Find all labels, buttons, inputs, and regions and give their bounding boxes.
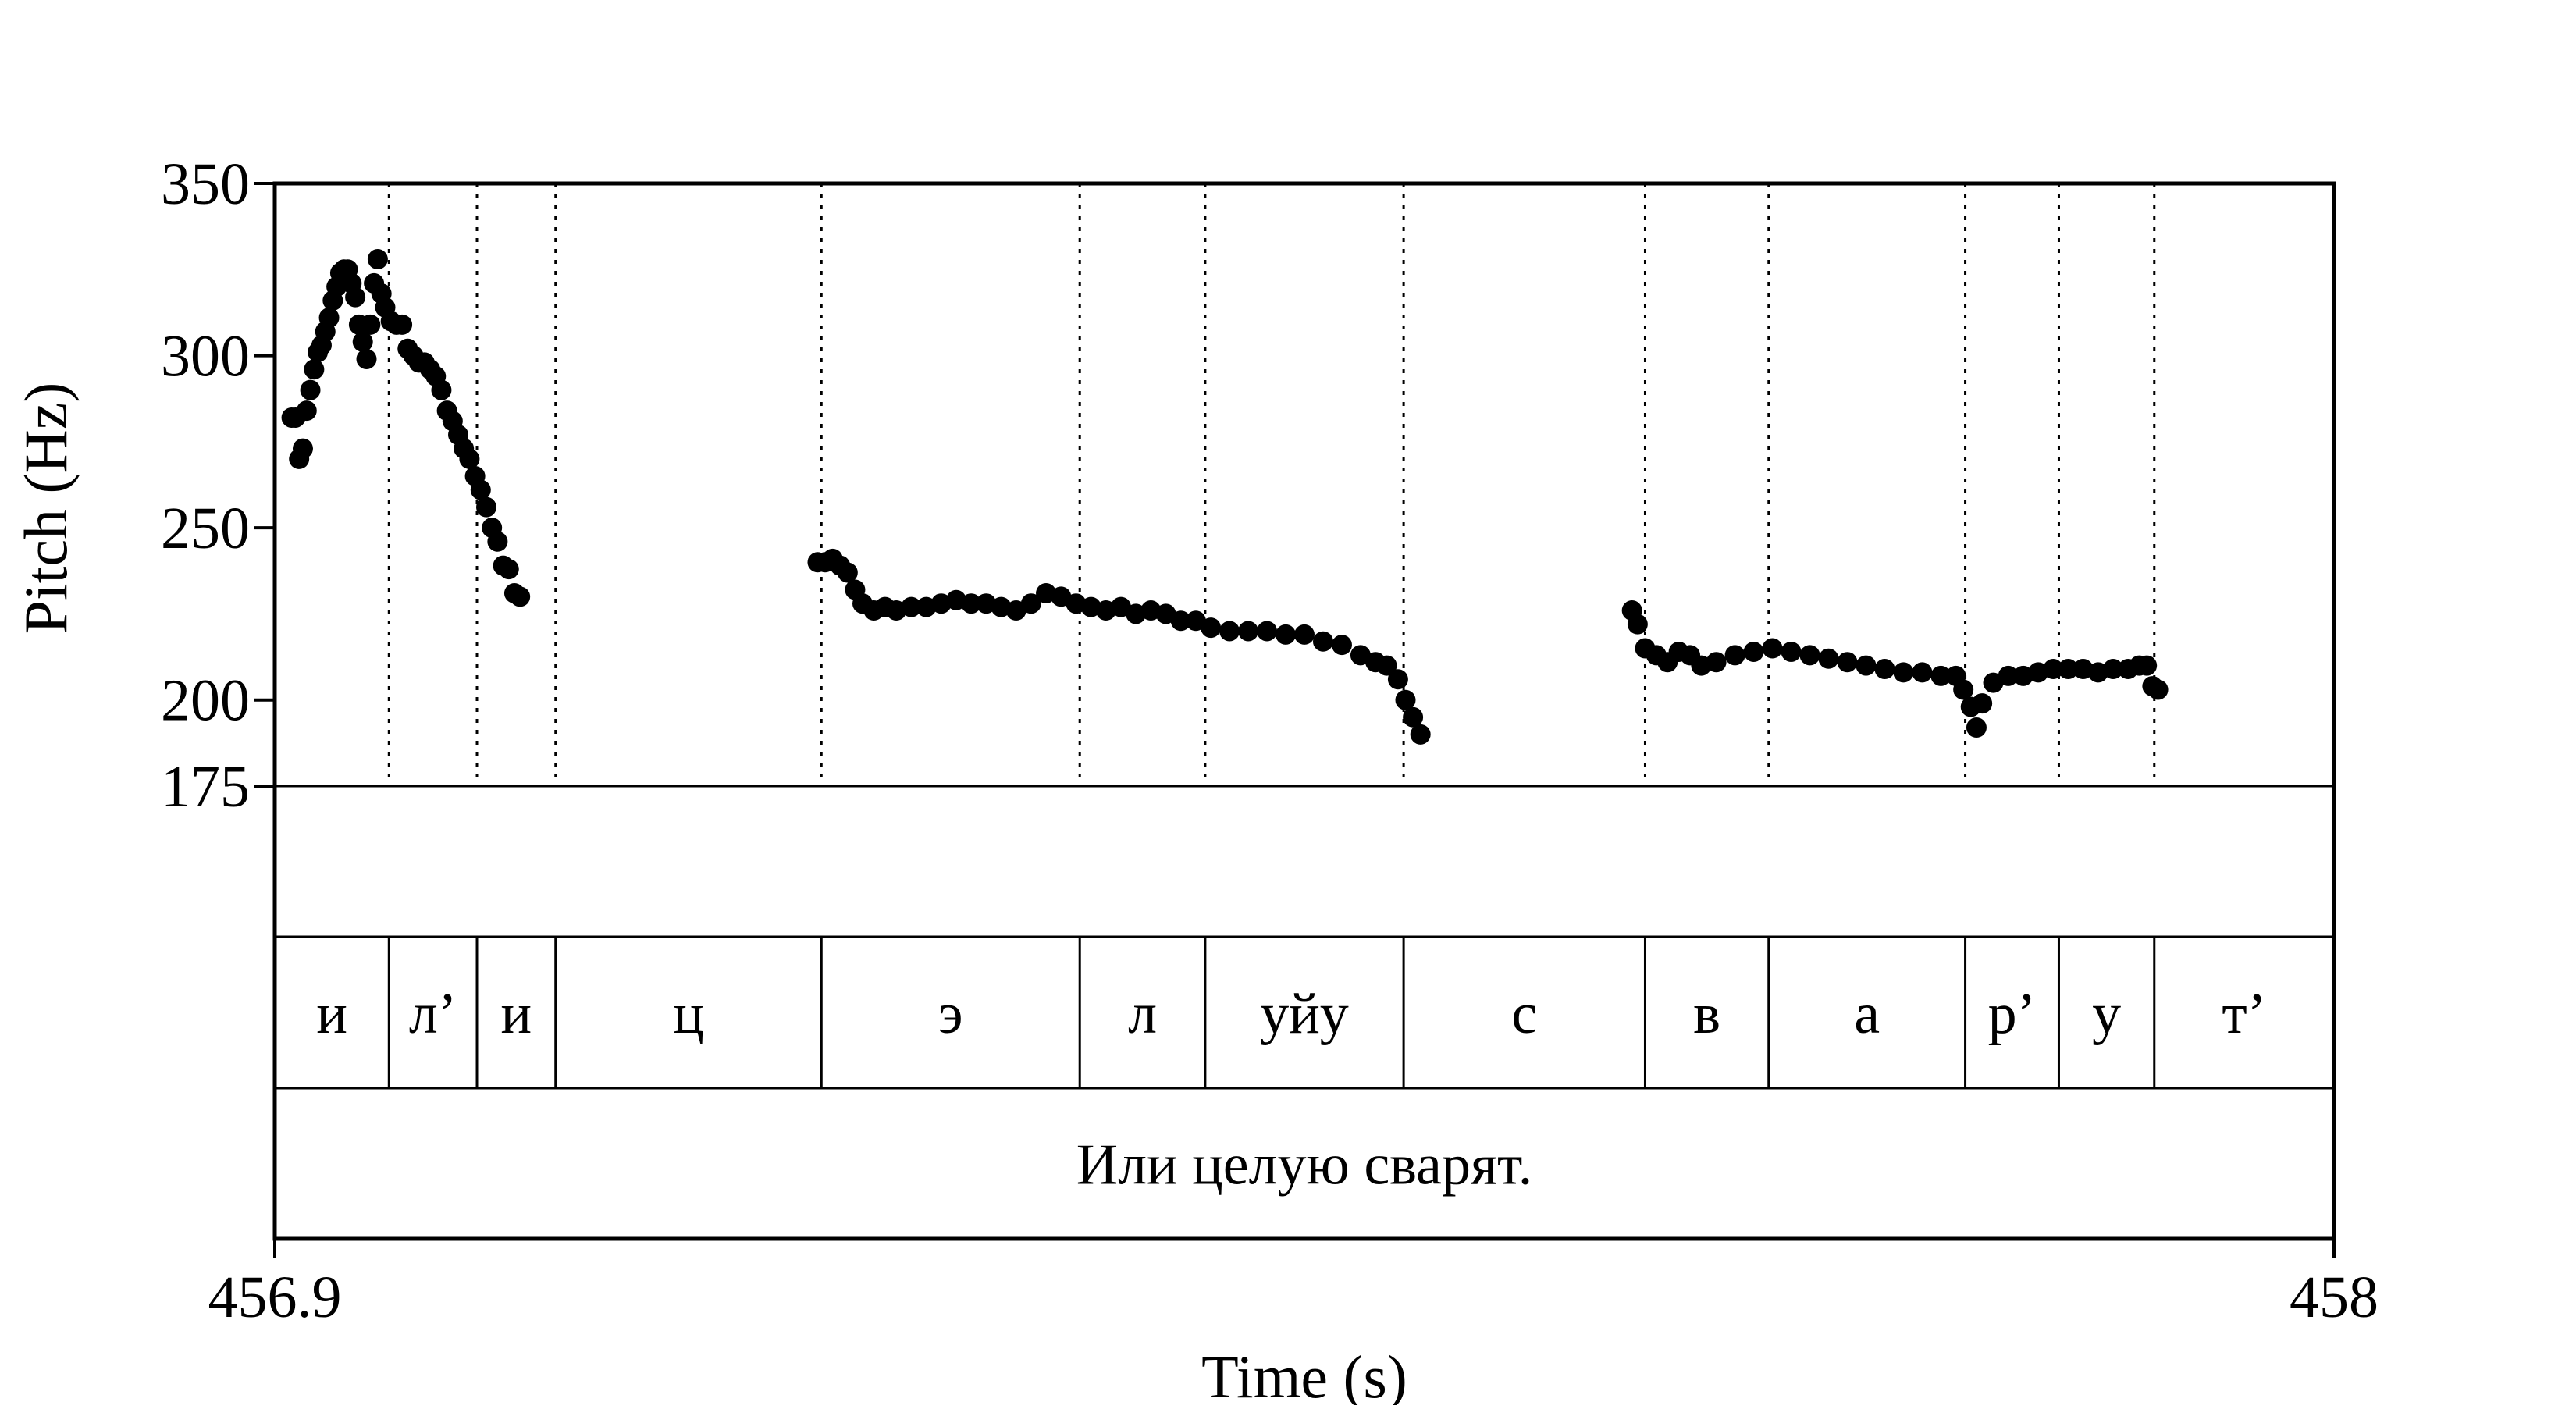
pitch-point	[961, 593, 982, 614]
y-tick-label: 175	[161, 754, 250, 820]
pitch-point	[1331, 635, 1352, 656]
x-tick-label: 456.9	[208, 1265, 342, 1330]
pitch-point	[2103, 659, 2124, 680]
pitch-point	[459, 448, 480, 469]
pitch-point	[1762, 638, 1783, 659]
segment-label: л	[1128, 982, 1157, 1046]
pitch-point	[498, 559, 519, 580]
pitch-point	[1257, 621, 1278, 642]
x-axis-title: Time (s)	[1201, 1343, 1407, 1405]
pitch-point	[1706, 652, 1727, 673]
pitch-point	[304, 359, 325, 380]
pitch-point	[470, 479, 491, 500]
pitch-point	[345, 286, 366, 308]
pitch-point	[1972, 693, 1993, 714]
pitch-point	[1410, 724, 1431, 745]
pitch-point	[1312, 631, 1333, 652]
pitch-point	[1395, 689, 1416, 710]
pitch-point	[1219, 621, 1240, 642]
pitch-point	[1724, 645, 1745, 666]
segment-label: р’	[1988, 982, 2037, 1046]
pitch-point	[1276, 624, 1297, 645]
pitch-point	[1376, 655, 1397, 676]
pitch-point	[1874, 659, 1895, 680]
pitch-point	[1403, 706, 1424, 728]
segment-label: л’	[409, 982, 457, 1046]
pitch-point	[2058, 659, 2079, 680]
pitch-point	[1856, 655, 1877, 676]
segment-label: в	[1693, 982, 1720, 1046]
pitch-point	[356, 348, 377, 369]
y-tick-label: 300	[161, 324, 250, 390]
y-tick-label: 200	[161, 668, 250, 734]
pitch-point	[1743, 641, 1764, 662]
pitch-point	[318, 308, 340, 329]
axis-layer: 350 300 250 200 175 456.9 458 Time (s) Pitch (Hz…	[12, 151, 2379, 1409]
segment-label: и	[316, 982, 347, 1046]
y-tick-label: 250	[161, 496, 250, 561]
pitch-point	[1799, 645, 1820, 666]
pitch-points-layer	[281, 249, 2169, 745]
pitch-point	[1966, 717, 1987, 738]
pitch-point	[475, 496, 496, 518]
pitch-point	[1930, 665, 1952, 686]
segment-label: с	[1511, 982, 1537, 1046]
segment-boundary-layer	[387, 183, 2156, 786]
plot-frame-layer	[272, 181, 2336, 1241]
pitch-point	[392, 314, 413, 335]
segment-label: а	[1854, 982, 1880, 1046]
pitch-point	[1893, 662, 1914, 683]
y-tick-label: 350	[161, 151, 250, 217]
y-axis-title: Pitch (Hz)	[12, 382, 80, 635]
pitch-point	[1020, 593, 1041, 614]
segment-label: ц	[673, 982, 704, 1046]
pitch-point	[2043, 659, 2064, 680]
pitch-point	[1294, 624, 1315, 645]
annotation-tier-layer: и л’ и ц э л уйу с в а р’ у т’ Или целую сварят.	[316, 937, 2266, 1197]
segment-label: т’	[2222, 982, 2266, 1046]
segment-label: э	[938, 982, 963, 1046]
pitch-point	[300, 379, 321, 400]
pitch-point	[1387, 669, 1408, 690]
pitch-point	[837, 562, 858, 583]
plot-frame	[272, 181, 2336, 1241]
pitch-point	[431, 379, 452, 400]
pitch-point	[1170, 610, 1191, 632]
pitch-point	[352, 331, 373, 352]
sentence-label: Или целую сварят.	[1076, 1133, 1533, 1197]
pitch-point	[1953, 679, 1974, 700]
pitch-point	[510, 586, 531, 607]
pitch-point	[2147, 679, 2169, 700]
pitch-point	[296, 400, 317, 422]
x-tick-label: 458	[2290, 1265, 2379, 1330]
segment-label: у	[2092, 982, 2121, 1046]
pitch-point	[1781, 641, 1802, 662]
pitch-point	[292, 438, 313, 459]
pitch-point	[1818, 648, 1839, 669]
pitch-point	[1627, 614, 1648, 635]
pitch-point	[1238, 621, 1259, 642]
segment-label: уйу	[1260, 982, 1349, 1046]
pitch-point	[1837, 652, 1858, 673]
pitch-point	[360, 314, 381, 335]
pitch-point	[1201, 617, 1222, 639]
pitch-point	[1998, 665, 2019, 686]
pitch-point	[1912, 662, 1933, 683]
pitch-point	[2137, 655, 2158, 676]
segment-label: и	[501, 982, 532, 1046]
pitch-point	[367, 249, 388, 270]
pitch-point	[901, 596, 922, 617]
pitch-point	[487, 531, 508, 552]
